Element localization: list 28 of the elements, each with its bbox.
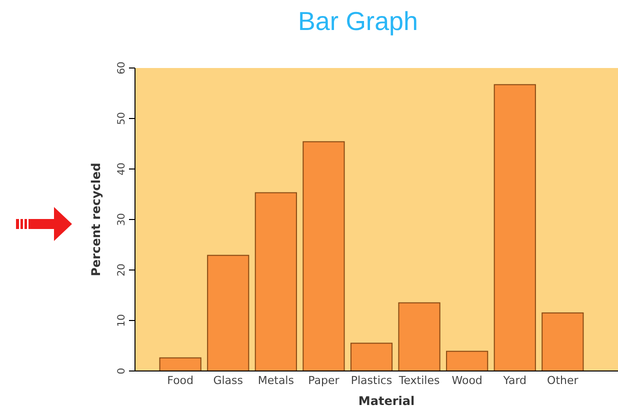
bar xyxy=(350,342,393,372)
bar xyxy=(207,254,250,372)
y-axis-title: Percent recycled xyxy=(89,162,103,276)
bar xyxy=(446,350,488,372)
x-tick-label: Other xyxy=(547,374,579,387)
y-tick-label: 10 xyxy=(116,314,128,327)
bar xyxy=(159,357,202,372)
x-tick-label: Textiles xyxy=(398,374,440,387)
y-tick-label: 60 xyxy=(116,62,128,74)
x-tick-label: Paper xyxy=(308,374,340,387)
bar xyxy=(542,312,584,372)
y-tick-label: 20 xyxy=(116,264,128,276)
x-tick-label: Wood xyxy=(452,374,482,387)
x-tick-label: Yard xyxy=(502,374,527,387)
y-tick-label: 30 xyxy=(116,213,128,226)
bar xyxy=(302,141,345,372)
x-axis-title: Material xyxy=(358,394,415,408)
y-tick-label: 50 xyxy=(116,112,128,125)
y-tick-label: 0 xyxy=(116,368,128,374)
y-tick-label: 40 xyxy=(116,162,128,176)
x-tick-label: Metals xyxy=(258,374,294,387)
x-tick-label: Plastics xyxy=(350,374,392,387)
x-tick-label: Food xyxy=(167,374,194,387)
bar xyxy=(494,84,536,372)
x-tick-label: Glass xyxy=(213,374,244,387)
chart-title: Bar Graph xyxy=(298,6,418,36)
bar xyxy=(254,192,297,372)
bar xyxy=(398,302,440,372)
